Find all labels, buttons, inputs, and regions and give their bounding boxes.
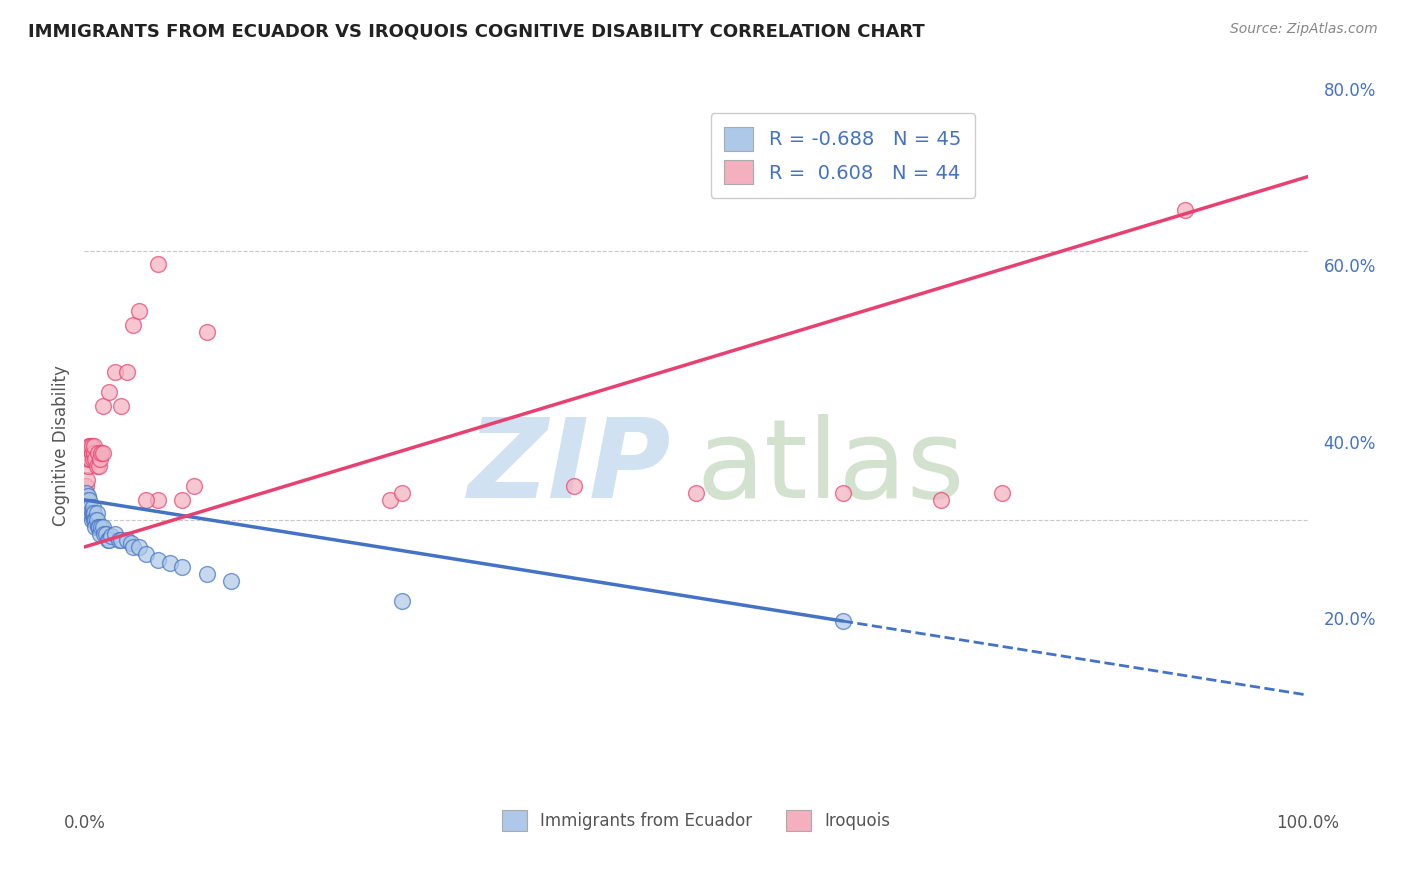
Text: ZIP: ZIP: [468, 414, 672, 521]
Point: [77, 446, 100, 460]
Y-axis label: Cognitive Disability: Cognitive Disability: [52, 366, 70, 526]
Point: [110, 533, 132, 548]
Point: [82, 452, 104, 467]
Point: [97, 533, 120, 548]
Point: [120, 536, 142, 550]
Point: [685, 486, 707, 500]
Point: [79, 506, 101, 520]
Point: [146, 553, 169, 567]
Point: [89, 526, 111, 541]
Text: Source: ZipAtlas.com: Source: ZipAtlas.com: [1230, 22, 1378, 37]
Point: [84, 452, 107, 467]
Point: [76, 492, 98, 507]
Point: [104, 526, 127, 541]
Point: [86, 513, 108, 527]
Point: [79, 439, 101, 453]
Point: [80, 439, 103, 453]
Point: [107, 533, 129, 548]
Point: [84, 513, 107, 527]
Point: [128, 540, 150, 554]
Point: [159, 556, 181, 570]
Point: [76, 473, 98, 487]
Point: [146, 257, 169, 271]
Point: [77, 489, 100, 503]
Point: [80, 506, 103, 520]
Point: [91, 446, 114, 460]
Point: [84, 520, 107, 534]
Point: [73, 492, 96, 507]
Point: [77, 500, 100, 514]
Point: [183, 479, 205, 493]
Point: [79, 452, 101, 467]
Point: [86, 506, 108, 520]
Point: [77, 439, 100, 453]
Point: [97, 533, 120, 548]
Point: [128, 304, 150, 318]
Point: [75, 479, 97, 493]
Point: [83, 513, 105, 527]
Point: [89, 452, 111, 467]
Point: [831, 486, 853, 500]
Point: [115, 533, 138, 548]
Point: [115, 365, 138, 379]
Point: [391, 486, 413, 500]
Point: [146, 492, 169, 507]
Point: [73, 486, 96, 500]
Point: [82, 500, 104, 514]
Point: [90, 446, 112, 460]
Point: [122, 540, 145, 554]
Point: [91, 520, 114, 534]
Point: [831, 614, 853, 628]
Point: [219, 574, 242, 588]
Legend: Immigrants from Ecuador, Iroquois: Immigrants from Ecuador, Iroquois: [495, 804, 897, 838]
Point: [97, 385, 120, 400]
Point: [172, 560, 194, 574]
Point: [991, 486, 1014, 500]
Point: [83, 446, 105, 460]
Point: [86, 459, 108, 474]
Point: [929, 492, 952, 507]
Point: [135, 492, 157, 507]
Point: [75, 486, 97, 500]
Point: [195, 325, 218, 339]
Point: [77, 506, 100, 520]
Point: [87, 446, 110, 460]
Point: [96, 526, 118, 541]
Text: IMMIGRANTS FROM ECUADOR VS IROQUOIS COGNITIVE DISABILITY CORRELATION CHART: IMMIGRANTS FROM ECUADOR VS IROQUOIS COGN…: [28, 22, 925, 40]
Point: [135, 547, 157, 561]
Point: [76, 452, 98, 467]
Text: atlas: atlas: [696, 414, 965, 521]
Point: [391, 594, 413, 608]
Point: [93, 526, 115, 541]
Point: [79, 500, 101, 514]
Point: [80, 513, 103, 527]
Point: [77, 452, 100, 467]
Point: [87, 520, 110, 534]
Point: [90, 520, 112, 534]
Point: [87, 459, 110, 474]
Point: [100, 529, 122, 543]
Point: [122, 318, 145, 332]
Point: [87, 520, 110, 534]
Point: [195, 566, 218, 581]
Point: [77, 492, 100, 507]
Point: [1174, 203, 1197, 218]
Point: [80, 446, 103, 460]
Point: [76, 500, 98, 514]
Point: [562, 479, 585, 493]
Point: [172, 492, 194, 507]
Point: [104, 365, 127, 379]
Point: [82, 506, 104, 520]
Point: [380, 492, 402, 507]
Point: [110, 399, 132, 413]
Point: [91, 399, 114, 413]
Point: [83, 439, 105, 453]
Point: [77, 459, 100, 474]
Point: [83, 506, 105, 520]
